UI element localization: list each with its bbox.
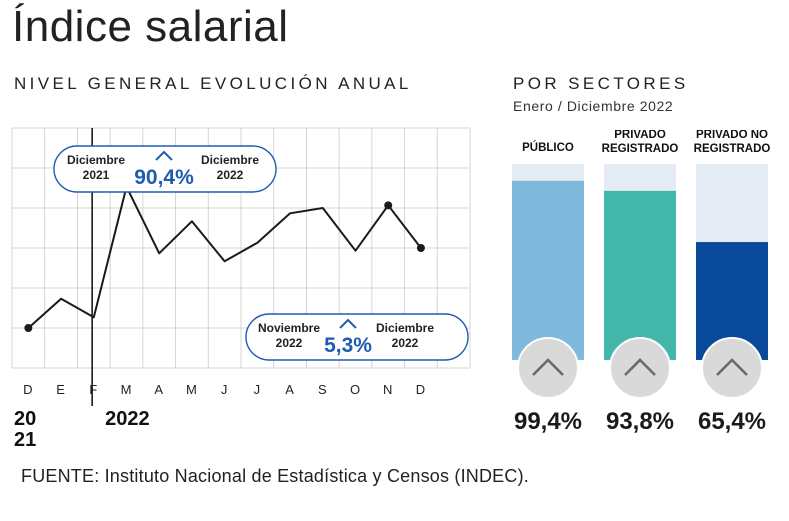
year-label-2022: 2022	[105, 408, 149, 430]
up-chevron-icon	[517, 337, 579, 399]
sector-bar-group: PÚBLICO 99,4%	[512, 141, 584, 435]
bar-value-label: 65,4%	[698, 408, 766, 435]
callout-box	[53, 145, 277, 193]
sector-label: PÚBLICO	[522, 141, 574, 154]
sector-label: PRIVADO	[614, 130, 666, 141]
x-tick-label: E	[56, 382, 66, 397]
callout-right-year: 2022	[392, 336, 419, 350]
callout-value: 5,3%	[324, 334, 372, 357]
page-title: Índice salarial	[12, 2, 289, 51]
sector-label: PRIVADO NO	[696, 130, 768, 141]
x-tick-label: J	[254, 382, 262, 397]
x-tick-label: O	[350, 382, 361, 397]
x-tick-label: F	[89, 382, 98, 397]
bar-value-label: 99,4%	[514, 408, 582, 435]
callout-right-month: Diciembre	[376, 321, 434, 335]
callout-box	[245, 313, 469, 361]
up-chevron-icon	[701, 337, 763, 399]
source-note: FUENTE: Instituto Nacional de Estadístic…	[21, 466, 529, 486]
sector-bar-group: PRIVADO NO REGISTRADO 65,4%	[694, 130, 771, 435]
x-tick-label: A	[285, 382, 295, 397]
callout-left-month: Diciembre	[67, 153, 125, 167]
x-tick-label: D	[23, 382, 33, 397]
sector-label: REGISTRADO	[694, 143, 771, 155]
x-tick-label: D	[416, 382, 426, 397]
bar-value-label: 93,8%	[606, 408, 674, 435]
sectors-title: POR SECTORES	[513, 74, 689, 93]
line-chart-subtitle: NIVEL GENERAL EVOLUCIÓN ANUAL	[14, 74, 412, 93]
x-tick-label: N	[383, 382, 393, 397]
sector-bar-chart: PÚBLICO99,4%PRIVADOREGISTRADO93,8%PRIVAD…	[512, 130, 771, 435]
sector-bar-group: PRIVADO REGISTRADO 93,8%	[602, 130, 679, 435]
data-point	[416, 244, 425, 252]
callout-right-month: Diciembre	[201, 153, 259, 167]
chevron-up-icon	[624, 358, 656, 376]
series-line	[27, 185, 422, 329]
callout-left-year: 2022	[276, 336, 303, 350]
up-arrow-icon	[339, 318, 357, 329]
bar-fill	[604, 190, 676, 360]
chevron-up-icon	[716, 358, 748, 376]
sectors-subtitle: Enero / Diciembre 2022	[513, 98, 674, 114]
up-arrow-icon	[155, 150, 173, 161]
callout-left-year: 2021	[83, 168, 110, 182]
x-tick-label: M	[186, 382, 198, 397]
line-chart: D E F M A M J J A S O N D20212022Diciembre2021Diciem…	[11, 127, 471, 448]
callout-value: 90,4%	[134, 166, 194, 189]
bar-fill	[512, 180, 584, 360]
year-label-2021-top: 20	[14, 408, 36, 430]
callout-left-month: Noviembre	[258, 321, 320, 335]
x-tick-label: S	[318, 382, 328, 397]
sector-label: REGISTRADO	[602, 143, 679, 155]
x-tick-label: A	[154, 382, 164, 397]
x-tick-label: J	[221, 382, 229, 397]
chevron-up-icon	[532, 358, 564, 376]
data-point	[384, 201, 393, 210]
year-label-2021-bottom: 21	[14, 429, 36, 448]
x-tick-label: M	[121, 382, 133, 397]
up-chevron-icon	[609, 337, 671, 399]
data-point	[24, 324, 33, 332]
callout-right-year: 2022	[217, 168, 244, 182]
